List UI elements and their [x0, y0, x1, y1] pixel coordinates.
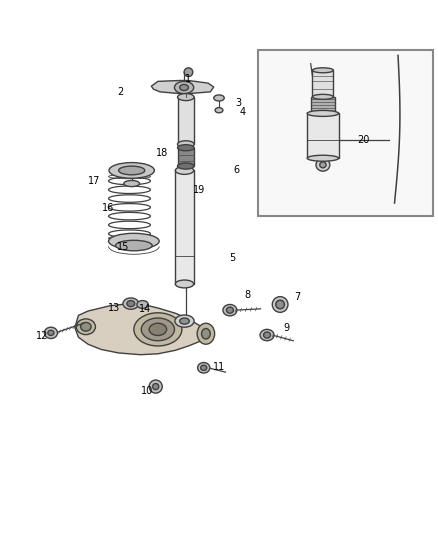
Ellipse shape — [44, 327, 57, 338]
Ellipse shape — [76, 319, 95, 335]
Bar — [311, 97, 335, 114]
Ellipse shape — [215, 108, 223, 113]
Text: 2: 2 — [118, 87, 124, 97]
Text: 16: 16 — [102, 203, 114, 213]
Ellipse shape — [109, 233, 159, 249]
Ellipse shape — [272, 297, 288, 312]
Text: 19: 19 — [193, 185, 205, 195]
Ellipse shape — [320, 162, 326, 168]
Ellipse shape — [175, 166, 194, 174]
Text: 3: 3 — [236, 98, 242, 108]
Bar — [177, 97, 194, 144]
Text: 12: 12 — [36, 332, 48, 341]
Ellipse shape — [149, 380, 162, 393]
Ellipse shape — [116, 240, 152, 251]
Ellipse shape — [180, 84, 188, 91]
Ellipse shape — [307, 155, 339, 161]
Text: 7: 7 — [294, 292, 301, 302]
Ellipse shape — [48, 330, 54, 335]
Text: 11: 11 — [213, 362, 225, 372]
Text: 14: 14 — [139, 304, 151, 314]
Ellipse shape — [174, 82, 194, 94]
Ellipse shape — [123, 298, 139, 309]
Text: 8: 8 — [244, 290, 251, 300]
Text: 18: 18 — [156, 148, 168, 158]
Ellipse shape — [276, 300, 285, 309]
Bar — [258, 51, 433, 216]
Ellipse shape — [198, 362, 210, 373]
Ellipse shape — [260, 329, 274, 341]
Ellipse shape — [264, 332, 271, 338]
Text: 17: 17 — [88, 176, 101, 187]
Ellipse shape — [312, 94, 333, 99]
Ellipse shape — [127, 301, 135, 306]
Ellipse shape — [177, 144, 194, 151]
Text: 20: 20 — [357, 135, 369, 145]
Bar — [312, 70, 333, 97]
Polygon shape — [151, 80, 214, 94]
Ellipse shape — [109, 163, 154, 179]
Ellipse shape — [197, 323, 215, 344]
Ellipse shape — [81, 322, 91, 331]
Text: 5: 5 — [229, 253, 235, 263]
Ellipse shape — [177, 94, 194, 101]
Ellipse shape — [177, 163, 194, 169]
Ellipse shape — [134, 313, 182, 346]
Text: 4: 4 — [240, 107, 246, 117]
Ellipse shape — [214, 95, 224, 101]
Text: 1: 1 — [185, 74, 191, 84]
Ellipse shape — [175, 315, 194, 327]
Ellipse shape — [124, 181, 140, 187]
Ellipse shape — [201, 365, 207, 370]
Ellipse shape — [149, 323, 166, 335]
Text: 6: 6 — [233, 165, 240, 175]
Ellipse shape — [152, 384, 159, 390]
Polygon shape — [75, 304, 206, 354]
Ellipse shape — [307, 110, 339, 116]
Ellipse shape — [141, 318, 174, 341]
Ellipse shape — [201, 328, 210, 339]
Text: 15: 15 — [117, 242, 129, 252]
Bar — [175, 171, 194, 284]
Text: 9: 9 — [284, 322, 290, 333]
Text: 13: 13 — [108, 303, 120, 313]
Ellipse shape — [226, 307, 233, 313]
Ellipse shape — [312, 68, 333, 73]
Text: 10: 10 — [141, 386, 153, 396]
Ellipse shape — [223, 304, 237, 316]
Bar — [177, 148, 194, 166]
Ellipse shape — [177, 141, 194, 148]
Ellipse shape — [316, 158, 330, 171]
Ellipse shape — [119, 166, 145, 175]
Ellipse shape — [180, 318, 189, 324]
Ellipse shape — [175, 280, 194, 288]
Bar — [307, 114, 339, 158]
Ellipse shape — [137, 301, 148, 309]
Ellipse shape — [184, 68, 193, 77]
